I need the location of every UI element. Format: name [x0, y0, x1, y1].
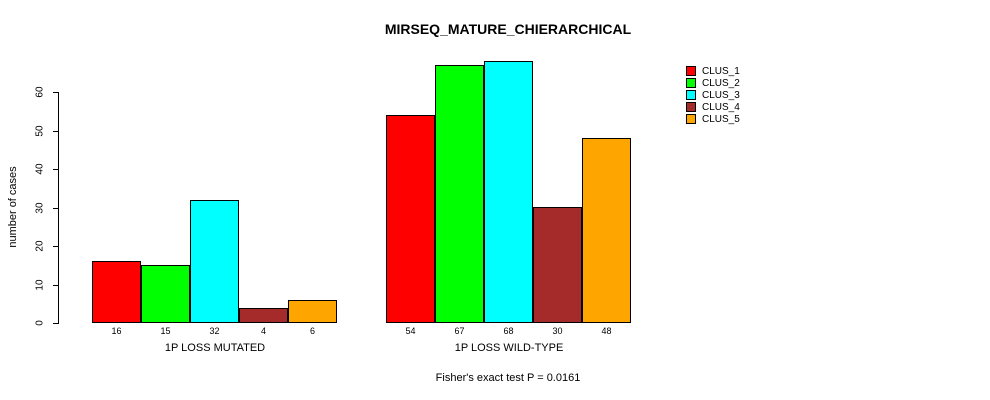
bar-CLUS_2-group0: [141, 265, 190, 323]
legend-item-CLUS_1: CLUS_1: [686, 65, 740, 77]
legend-swatch-CLUS_1: [686, 66, 696, 76]
legend-swatch-CLUS_2: [686, 78, 696, 88]
legend-item-CLUS_2: CLUS_2: [686, 77, 740, 89]
bar-CLUS_4-group1: [533, 207, 582, 323]
bar-value-label-CLUS_2-group0: 15: [160, 326, 171, 336]
y-axis-tick-0: [53, 323, 58, 324]
group-label-1p-loss-mutated: 1P LOSS MUTATED: [164, 342, 266, 354]
legend-item-CLUS_5: CLUS_5: [686, 113, 740, 125]
legend-item-CLUS_3: CLUS_3: [686, 89, 740, 101]
y-axis-tick-40: [53, 169, 58, 170]
y-axis-tick-label-10: 10: [34, 278, 46, 291]
y-axis-tick-60: [53, 92, 58, 93]
bar-value-label-CLUS_2-group1: 67: [454, 326, 465, 336]
bar-value-label-CLUS_3-group0: 32: [209, 326, 220, 336]
bar-CLUS_4-group0: [239, 308, 288, 323]
legend-label-CLUS_3: CLUS_3: [702, 89, 740, 101]
legend-swatch-CLUS_4: [686, 102, 696, 112]
y-axis-tick-10: [53, 284, 58, 286]
bar-value-label-CLUS_1-group1: 54: [405, 326, 416, 336]
legend-item-CLUS_4: CLUS_4: [686, 101, 740, 113]
bar-value-label-CLUS_3-group1: 68: [503, 326, 514, 336]
group-label-1p-loss-wild-type: 1P LOSS WILD-TYPE: [454, 342, 564, 354]
legend-swatch-CLUS_5: [686, 114, 696, 124]
y-axis-tick-label-20: 20: [34, 240, 46, 252]
y-axis-tick-label-0: 0: [34, 320, 46, 326]
bar-CLUS_1-group0: [92, 261, 141, 323]
fisher-test-annotation: Fisher's exact test P = 0.0161: [435, 372, 581, 384]
y-axis-tick-label-50: 50: [34, 124, 46, 137]
bar-CLUS_2-group1: [435, 65, 484, 323]
y-axis-tick-label-40: 40: [34, 163, 46, 175]
bar-CLUS_1-group1: [386, 115, 435, 323]
bar-value-label-CLUS_5-group1: 48: [601, 326, 612, 336]
chart-title: MIRSEQ_MATURE_CHIERARCHICAL: [384, 21, 632, 37]
bar-value-label-CLUS_5-group0: 6: [309, 326, 315, 336]
legend-label-CLUS_5: CLUS_5: [702, 113, 740, 125]
legend-label-CLUS_4: CLUS_4: [702, 101, 740, 113]
y-axis-tick-label-60: 60: [34, 86, 46, 98]
y-axis-title: number of cases: [7, 166, 19, 248]
y-axis-tick-label-30: 30: [34, 201, 46, 214]
bar-value-label-CLUS_4-group1: 30: [552, 326, 563, 336]
bar-CLUS_3-group0: [190, 200, 239, 323]
legend-label-CLUS_2: CLUS_2: [702, 77, 740, 89]
legend-label-CLUS_1: CLUS_1: [702, 65, 740, 77]
bar-value-label-CLUS_1-group0: 16: [111, 326, 122, 336]
y-axis-line: [58, 92, 59, 324]
y-axis-tick-50: [53, 130, 58, 132]
bar-CLUS_3-group1: [484, 61, 533, 323]
y-axis-tick-30: [53, 207, 58, 209]
legend: CLUS_1 CLUS_2 CLUS_3 CLUS_4 CLUS_5: [686, 65, 740, 125]
bar-value-label-CLUS_4-group0: 4: [260, 326, 266, 336]
bar-CLUS_5-group0: [288, 300, 337, 323]
y-axis-tick-20: [53, 246, 58, 247]
legend-swatch-CLUS_3: [686, 90, 696, 100]
bar-CLUS_5-group1: [582, 138, 631, 323]
